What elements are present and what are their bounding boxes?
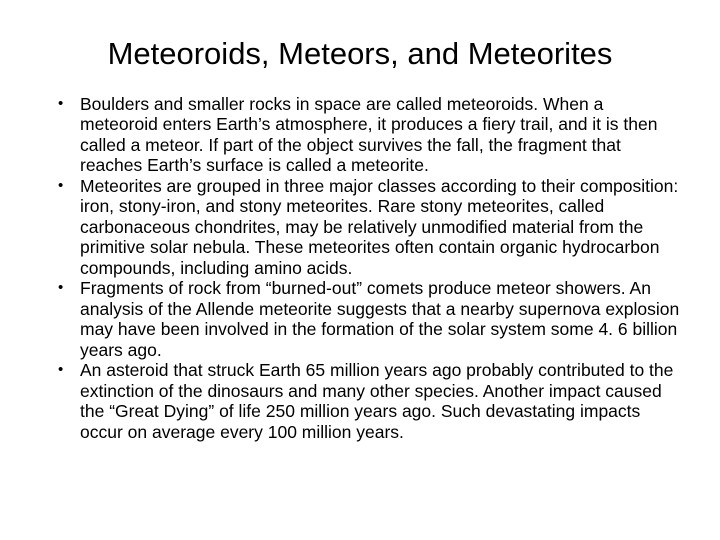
list-item: Boulders and smaller rocks in space are … (58, 94, 682, 176)
page-title: Meteoroids, Meteors, and Meteorites (38, 36, 682, 72)
slide: Meteoroids, Meteors, and Meteorites Boul… (0, 0, 720, 540)
list-item: Fragments of rock from “burned-out” come… (58, 278, 682, 360)
list-item: An asteroid that struck Earth 65 million… (58, 360, 682, 442)
list-item: Meteorites are grouped in three major cl… (58, 176, 682, 278)
bullet-list: Boulders and smaller rocks in space are … (38, 94, 682, 442)
